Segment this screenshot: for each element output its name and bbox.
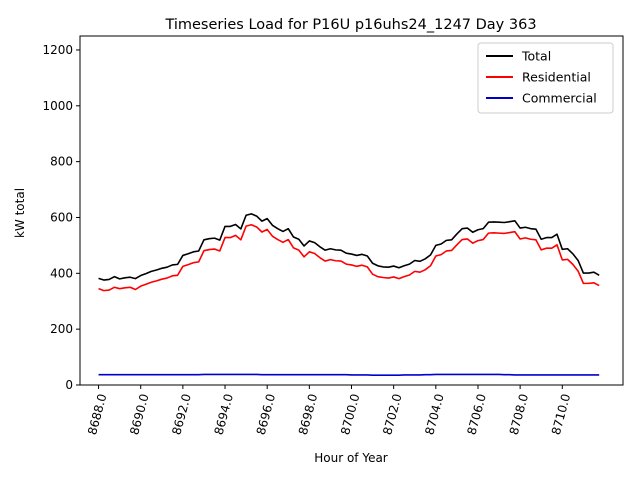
y-tick-label: 400 [50, 266, 73, 280]
x-axis-label: Hour of Year [314, 451, 388, 465]
series-lines [98, 213, 600, 377]
legend-label-residential: Residential [522, 70, 591, 85]
y-tick-label: 200 [50, 322, 73, 336]
y-axis-label: kW total [13, 188, 27, 238]
legend-label-total: Total [521, 49, 551, 64]
legend-label-commercial: Commercial [522, 91, 597, 106]
y-tick-label: 0 [65, 378, 73, 392]
legend: Total Residential Commercial [477, 42, 614, 114]
series-line-commercial [98, 373, 600, 377]
y-tick-label: 600 [50, 210, 73, 224]
y-tick-label: 1200 [42, 43, 73, 57]
chart-title: Timeseries Load for P16U p16uhs24_1247 D… [164, 17, 536, 33]
y-axis: 0 200 400 600 800 1000 1200 [42, 43, 80, 392]
series-line-total [98, 213, 600, 281]
series-line-residential [98, 223, 600, 292]
plot-frame [79, 35, 624, 386]
y-tick-label: 800 [50, 155, 73, 169]
y-tick-label: 1000 [42, 99, 73, 113]
legend-box [477, 42, 614, 114]
